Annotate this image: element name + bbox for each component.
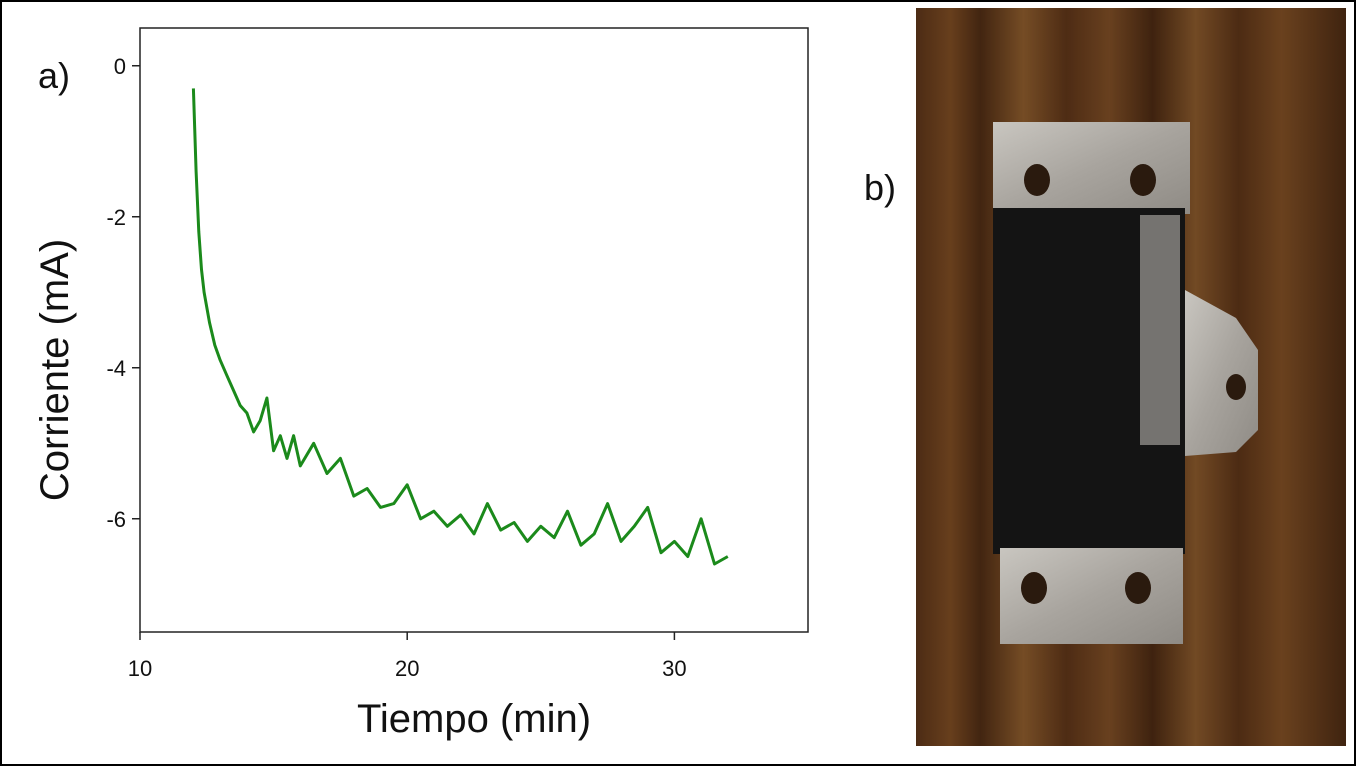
- x-tick-label: 20: [395, 656, 419, 681]
- y-tick-label: 0: [114, 54, 126, 79]
- x-tick-label: 30: [662, 656, 686, 681]
- panel-label: b): [864, 167, 896, 208]
- data-line: [191, 88, 729, 566]
- y-axis-label: Corriente (mA): [33, 239, 77, 501]
- x-axis-label: Tiempo (min): [357, 697, 591, 741]
- x-tick-label: 10: [128, 656, 152, 681]
- photo: [916, 8, 1346, 746]
- y-tick-label: -4: [106, 356, 126, 381]
- plot-frame: [139, 27, 809, 633]
- y-tick-label: -2: [106, 205, 126, 230]
- y-tick-label: -6: [106, 507, 126, 532]
- panel-label: a): [38, 55, 70, 96]
